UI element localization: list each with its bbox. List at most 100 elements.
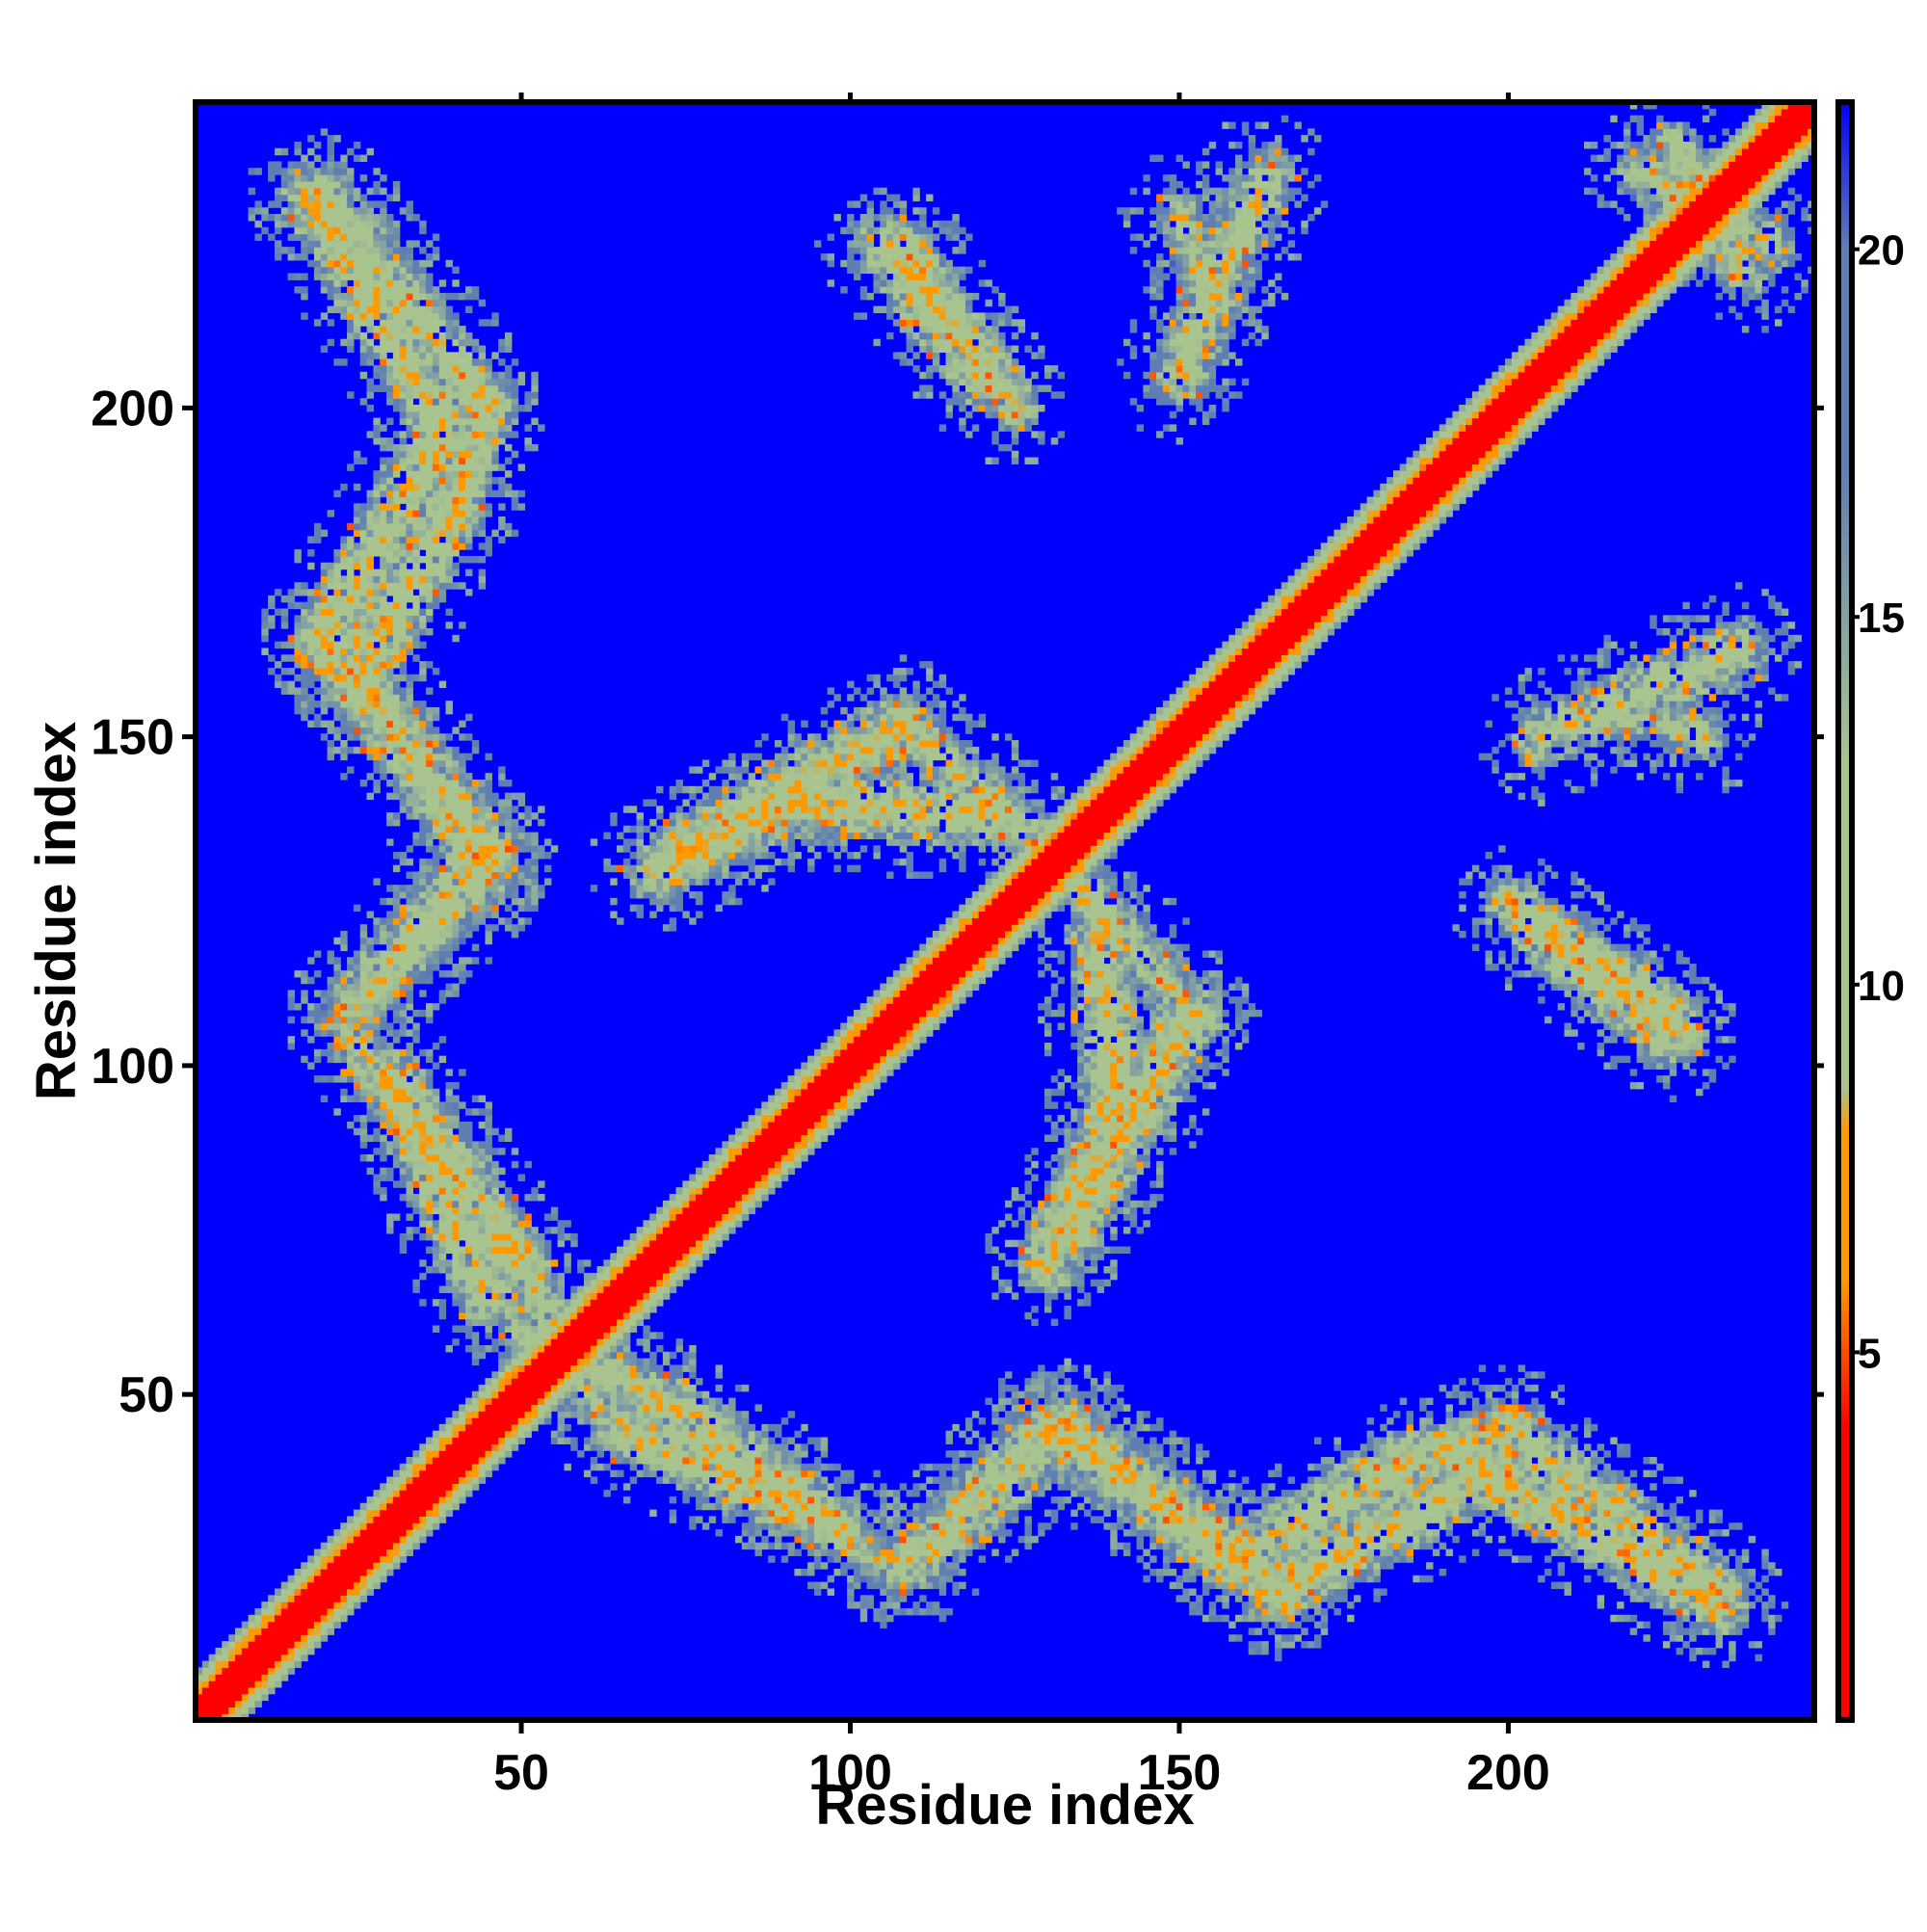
- heatmap-cell: [301, 1562, 308, 1570]
- heatmap-cell: [452, 1469, 460, 1478]
- heatmap-cell: [643, 1232, 650, 1241]
- heatmap-cell: [406, 1522, 413, 1530]
- heatmap-cell: [1077, 1259, 1085, 1267]
- heatmap-cell: [313, 1595, 322, 1602]
- heatmap-cell: [1156, 1516, 1164, 1523]
- heatmap-cell: [517, 1266, 526, 1274]
- heatmap-cell: [985, 1516, 992, 1523]
- heatmap-cell: [1320, 1555, 1329, 1563]
- heatmap-cell: [504, 1351, 513, 1360]
- heatmap-cell: [1038, 1417, 1045, 1425]
- heatmap-cell: [636, 1259, 644, 1267]
- heatmap-cell: [557, 1338, 566, 1346]
- heatmap-cell: [1610, 1614, 1618, 1623]
- heatmap-cell: [577, 1344, 585, 1353]
- heatmap-cell: [662, 1411, 671, 1418]
- heatmap-cell: [1307, 1555, 1315, 1563]
- heatmap-cell: [1406, 1463, 1414, 1471]
- heatmap-cell: [577, 1358, 585, 1366]
- heatmap-cell: [1399, 1548, 1408, 1556]
- heatmap-cell: [748, 1502, 756, 1511]
- heatmap-cell: [1103, 1246, 1111, 1255]
- heatmap-cell: [1471, 1443, 1480, 1451]
- heatmap-cell: [1708, 1516, 1717, 1523]
- heatmap-cell: [1280, 1581, 1289, 1590]
- heatmap-cell: [1643, 1634, 1650, 1642]
- heatmap-cell: [583, 1397, 592, 1405]
- heatmap-cell: [313, 1588, 322, 1596]
- heatmap-cell: [761, 1490, 769, 1497]
- heatmap-cell: [1136, 1542, 1145, 1550]
- heatmap-cell: [1017, 1272, 1026, 1281]
- heatmap-cell: [991, 1483, 999, 1491]
- heatmap-cell: [886, 1490, 894, 1497]
- heatmap-cell: [1636, 1562, 1645, 1570]
- heatmap-cell: [550, 1364, 559, 1372]
- heatmap-cell: [1656, 1569, 1664, 1576]
- heatmap-cell: [610, 1292, 618, 1300]
- heatmap-cell: [1307, 1595, 1315, 1602]
- heatmap-cell: [280, 1601, 289, 1609]
- heatmap-cell: [359, 1555, 368, 1563]
- heatmap-cell: [570, 1371, 578, 1379]
- heatmap-cell: [985, 1450, 992, 1458]
- heatmap-cell: [715, 1423, 723, 1432]
- heatmap-cell: [1261, 1575, 1269, 1583]
- heatmap-cell: [1583, 1430, 1592, 1439]
- heatmap-cell: [340, 1529, 348, 1537]
- heatmap-cell: [1313, 1463, 1322, 1471]
- heatmap-cell: [1038, 1456, 1045, 1465]
- heatmap-cell: [596, 1358, 605, 1366]
- heatmap-cell: [1741, 1614, 1750, 1623]
- heatmap-cell: [1550, 1476, 1559, 1484]
- heatmap-cell: [1196, 1548, 1203, 1556]
- heatmap-cell: [248, 1674, 256, 1681]
- heatmap-cell: [1426, 1411, 1434, 1418]
- heatmap-cell: [696, 1502, 703, 1511]
- heatmap-cell: [590, 1463, 598, 1471]
- heatmap-cell: [557, 1417, 566, 1425]
- heatmap-cell: [419, 1516, 427, 1523]
- heatmap-cell: [952, 1529, 960, 1537]
- heatmap-cell: [452, 1272, 460, 1281]
- heatmap-cell: [1038, 1490, 1045, 1497]
- heatmap-cell: [1136, 1490, 1145, 1497]
- heatmap-cell: [669, 1397, 677, 1405]
- heatmap-cell: [662, 1469, 671, 1478]
- heatmap-cell: [504, 1397, 513, 1405]
- heatmap-cell: [1117, 1463, 1124, 1471]
- heatmap-cell: [1761, 1614, 1769, 1623]
- heatmap-cell: [1610, 1548, 1618, 1556]
- heatmap-cell: [1333, 1495, 1341, 1504]
- heatmap-cell: [1564, 1456, 1571, 1465]
- heatmap-cell: [1650, 1529, 1657, 1537]
- heatmap-cell: [1571, 1437, 1578, 1444]
- heatmap-cell: [1070, 1390, 1078, 1399]
- heatmap-cell: [1005, 1483, 1013, 1491]
- heatmap-cell: [1017, 1390, 1026, 1399]
- heatmap-cell: [432, 1483, 440, 1491]
- heatmap-cell: [754, 1548, 762, 1556]
- heatmap-cell: [1643, 1509, 1650, 1518]
- heatmap-cell: [1682, 1542, 1690, 1550]
- heatmap-cell: [1531, 1490, 1539, 1497]
- heatmap-cell: [820, 1437, 829, 1444]
- heatmap-cell: [1043, 1443, 1052, 1451]
- heatmap-cell: [919, 1607, 927, 1616]
- heatmap-cell: [807, 1569, 815, 1576]
- heatmap-cell: [228, 1674, 236, 1681]
- heatmap-cell: [1287, 1542, 1296, 1550]
- heatmap-cell: [622, 1364, 631, 1372]
- heatmap-cell: [1498, 1548, 1506, 1556]
- heatmap-cell: [701, 1463, 710, 1471]
- heatmap-cell: [1419, 1417, 1427, 1425]
- heatmap-cell: [524, 1364, 532, 1372]
- heatmap-cell: [912, 1522, 920, 1530]
- heatmap-cell: [1064, 1279, 1071, 1287]
- heatmap-cell: [945, 1463, 953, 1471]
- heatmap-cell: [459, 1469, 466, 1478]
- heatmap-cell: [971, 1516, 980, 1523]
- heatmap-cell: [991, 1548, 999, 1556]
- heatmap-cell: [662, 1246, 671, 1255]
- heatmap-cell: [1024, 1437, 1032, 1444]
